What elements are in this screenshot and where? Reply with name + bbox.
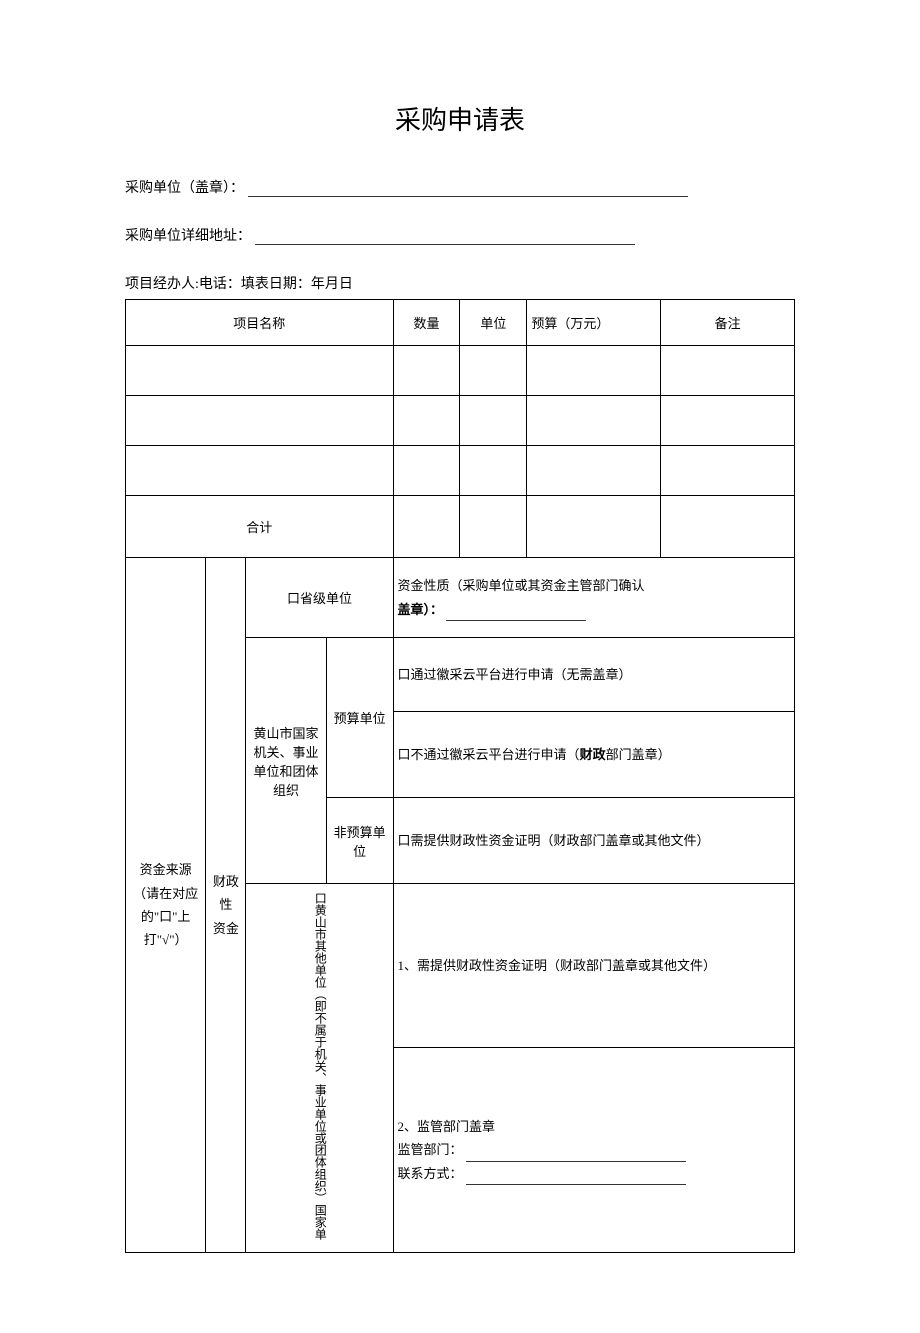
page-title: 采购申请表 xyxy=(125,100,795,137)
fiscal-line-1: 财政 xyxy=(210,870,241,893)
table-sum-row: 合计 xyxy=(126,496,795,558)
nvp-bold: 财政 xyxy=(580,747,606,762)
item2-dept-label: 监管部门： xyxy=(398,1142,463,1157)
fund-row-provincial: 资金来源（请在对应的"口"上打"√"） 财政 性 资金 口省级单位 资金性质（采… xyxy=(126,558,795,638)
item2-cell: 2、监管部门盖章 监管部门： 联系方式： xyxy=(393,1048,794,1253)
col-project-name: 项目名称 xyxy=(126,300,394,346)
need-proof-cell: 口需提供财政性资金证明（财政部门盖章或其他文件） xyxy=(393,798,794,884)
fund-nature-suffix: 盖章）： xyxy=(398,602,444,617)
col-remark: 备注 xyxy=(661,300,795,346)
sum-label: 合计 xyxy=(126,496,394,558)
budget-unit-cell: 预算单位 xyxy=(326,638,393,798)
item2-title: 2、监管部门盖章 xyxy=(398,1115,790,1138)
hs-org-cell: 黄山市国家机关、事业单位和团体组织 xyxy=(246,638,326,884)
main-table: 项目名称 数量 单位 预算（万元） 备注 合计 资金来源（请在对应的"口"上打"… xyxy=(125,299,795,1253)
nvp-suffix: 部门盖章） xyxy=(606,747,671,762)
fund-nature-underline xyxy=(446,607,586,621)
unit-underline xyxy=(248,181,688,197)
other-org-cell: 口黄山市其他单位（即不属于机关、事业单位或团体组织）国家单 xyxy=(246,884,393,1253)
non-budget-unit-cell: 非预算单位 xyxy=(326,798,393,884)
col-budget: 预算（万元） xyxy=(527,300,661,346)
fiscal-line-3: 资金 xyxy=(210,917,241,940)
table-row xyxy=(126,446,795,496)
unit-field-row: 采购单位（盖章）： xyxy=(125,177,795,197)
provincial-unit-cell: 口省级单位 xyxy=(246,558,393,638)
fiscal-line-2: 性 xyxy=(210,893,241,916)
item1-cell: 1、需提供财政性资金证明（财政部门盖章或其他文件） xyxy=(393,884,794,1048)
fund-nature-cell: 资金性质（采购单位或其资金主管部门确认 盖章）： xyxy=(393,558,794,638)
col-unit: 单位 xyxy=(460,300,527,346)
other-org-text: 口黄山市其他单位（即不属于机关、事业单位或团体组织）国家单 xyxy=(312,892,328,1240)
item2-contact-label: 联系方式： xyxy=(398,1166,463,1181)
meta-line: 项目经办人:电话：填表日期：年月日 xyxy=(125,273,795,293)
table-row xyxy=(126,346,795,396)
item2-dept-underline xyxy=(466,1148,686,1162)
col-quantity: 数量 xyxy=(393,300,460,346)
address-underline xyxy=(255,229,635,245)
table-header-row: 项目名称 数量 单位 预算（万元） 备注 xyxy=(126,300,795,346)
not-via-platform-cell: 口不通过徽采云平台进行申请（财政部门盖章） xyxy=(393,712,794,798)
table-row xyxy=(126,396,795,446)
unit-label: 采购单位（盖章）： xyxy=(125,181,244,196)
fiscal-fund-cell: 财政 性 资金 xyxy=(206,558,246,1253)
fund-nature-prefix: 资金性质（采购单位或其资金主管部门确认 xyxy=(398,578,645,593)
item2-contact-underline xyxy=(466,1171,686,1185)
fund-source-cell: 资金来源（请在对应的"口"上打"√"） xyxy=(126,558,206,1253)
address-field-row: 采购单位详细地址： xyxy=(125,225,795,245)
address-label: 采购单位详细地址： xyxy=(125,229,251,244)
via-platform-cell: 口通过徽采云平台进行申请（无需盖章） xyxy=(393,638,794,712)
nvp-prefix: 口不通过徽采云平台进行申请（ xyxy=(398,747,580,762)
